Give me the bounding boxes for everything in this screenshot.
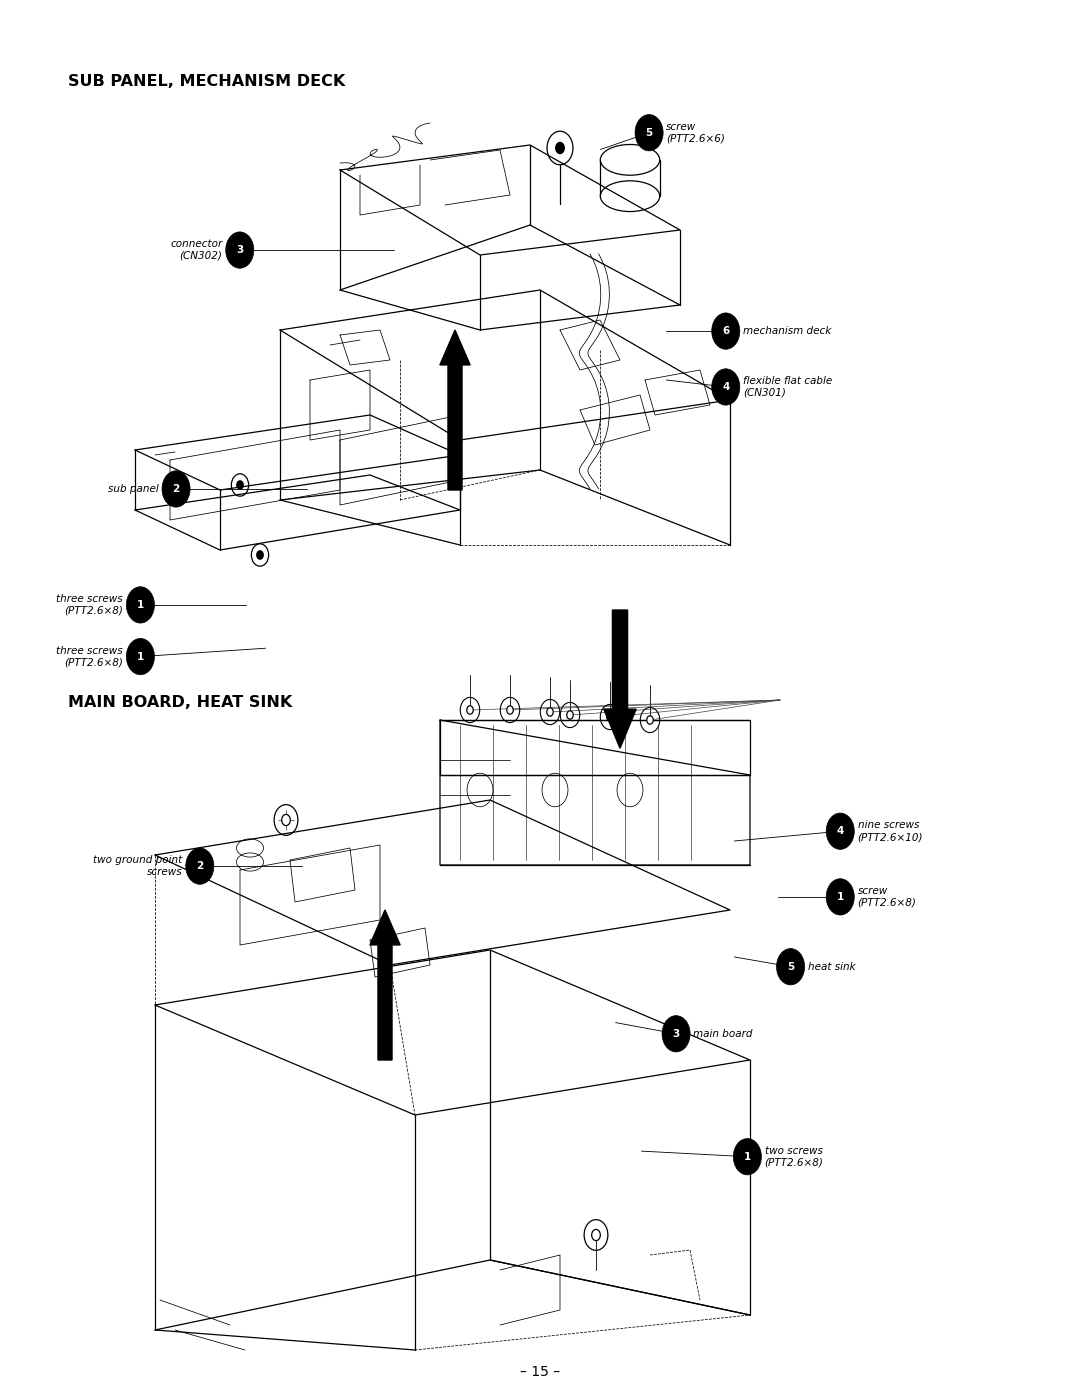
Circle shape	[733, 1139, 761, 1175]
Circle shape	[507, 705, 513, 714]
Text: 4: 4	[837, 826, 843, 837]
Text: 5: 5	[646, 127, 652, 138]
Text: two screws
(PTT2.6×8): two screws (PTT2.6×8)	[765, 1146, 824, 1168]
FancyArrow shape	[604, 610, 636, 749]
Circle shape	[826, 813, 854, 849]
Text: – 15 –: – 15 –	[519, 1365, 561, 1379]
Circle shape	[546, 708, 553, 717]
FancyArrow shape	[440, 330, 470, 490]
Text: connector
(CN302): connector (CN302)	[171, 239, 222, 261]
Circle shape	[186, 848, 214, 884]
Text: nine screws
(PTT2.6×10): nine screws (PTT2.6×10)	[858, 820, 923, 842]
Circle shape	[126, 587, 154, 623]
Text: screw
(PTT2.6×6): screw (PTT2.6×6)	[666, 122, 726, 144]
Text: 1: 1	[744, 1151, 751, 1162]
Circle shape	[712, 313, 740, 349]
Text: three screws
(PTT2.6×8): three screws (PTT2.6×8)	[56, 645, 123, 668]
Text: three screws
(PTT2.6×8): three screws (PTT2.6×8)	[56, 594, 123, 616]
Circle shape	[556, 142, 565, 154]
Text: 6: 6	[723, 326, 729, 337]
Circle shape	[712, 369, 740, 405]
Circle shape	[567, 711, 573, 719]
Circle shape	[662, 1016, 690, 1052]
Circle shape	[607, 712, 613, 721]
Text: sub panel: sub panel	[108, 483, 159, 495]
Circle shape	[635, 115, 663, 151]
Circle shape	[226, 232, 254, 268]
Text: mechanism deck: mechanism deck	[743, 326, 832, 337]
Text: 1: 1	[137, 599, 144, 610]
Text: main board: main board	[693, 1028, 753, 1039]
Circle shape	[162, 471, 190, 507]
Text: 3: 3	[237, 244, 243, 256]
Circle shape	[237, 481, 243, 489]
Circle shape	[282, 814, 291, 826]
Text: flexible flat cable
(CN301): flexible flat cable (CN301)	[743, 376, 833, 398]
Text: 1: 1	[137, 651, 144, 662]
FancyArrow shape	[369, 909, 400, 1060]
Text: 3: 3	[673, 1028, 679, 1039]
Circle shape	[467, 705, 473, 714]
Text: SUB PANEL, MECHANISM DECK: SUB PANEL, MECHANISM DECK	[68, 74, 346, 88]
Text: 2: 2	[197, 861, 203, 872]
Text: 2: 2	[173, 483, 179, 495]
Text: 5: 5	[787, 961, 794, 972]
Text: MAIN BOARD, HEAT SINK: MAIN BOARD, HEAT SINK	[68, 696, 293, 710]
Circle shape	[647, 715, 653, 724]
Circle shape	[826, 879, 854, 915]
Text: 1: 1	[837, 891, 843, 902]
Circle shape	[777, 949, 805, 985]
Circle shape	[592, 1229, 600, 1241]
Text: two ground point
screws: two ground point screws	[93, 855, 183, 877]
Circle shape	[126, 638, 154, 675]
Text: screw
(PTT2.6×8): screw (PTT2.6×8)	[858, 886, 917, 908]
Circle shape	[257, 550, 264, 559]
Text: 4: 4	[723, 381, 729, 393]
Text: heat sink: heat sink	[808, 961, 855, 972]
